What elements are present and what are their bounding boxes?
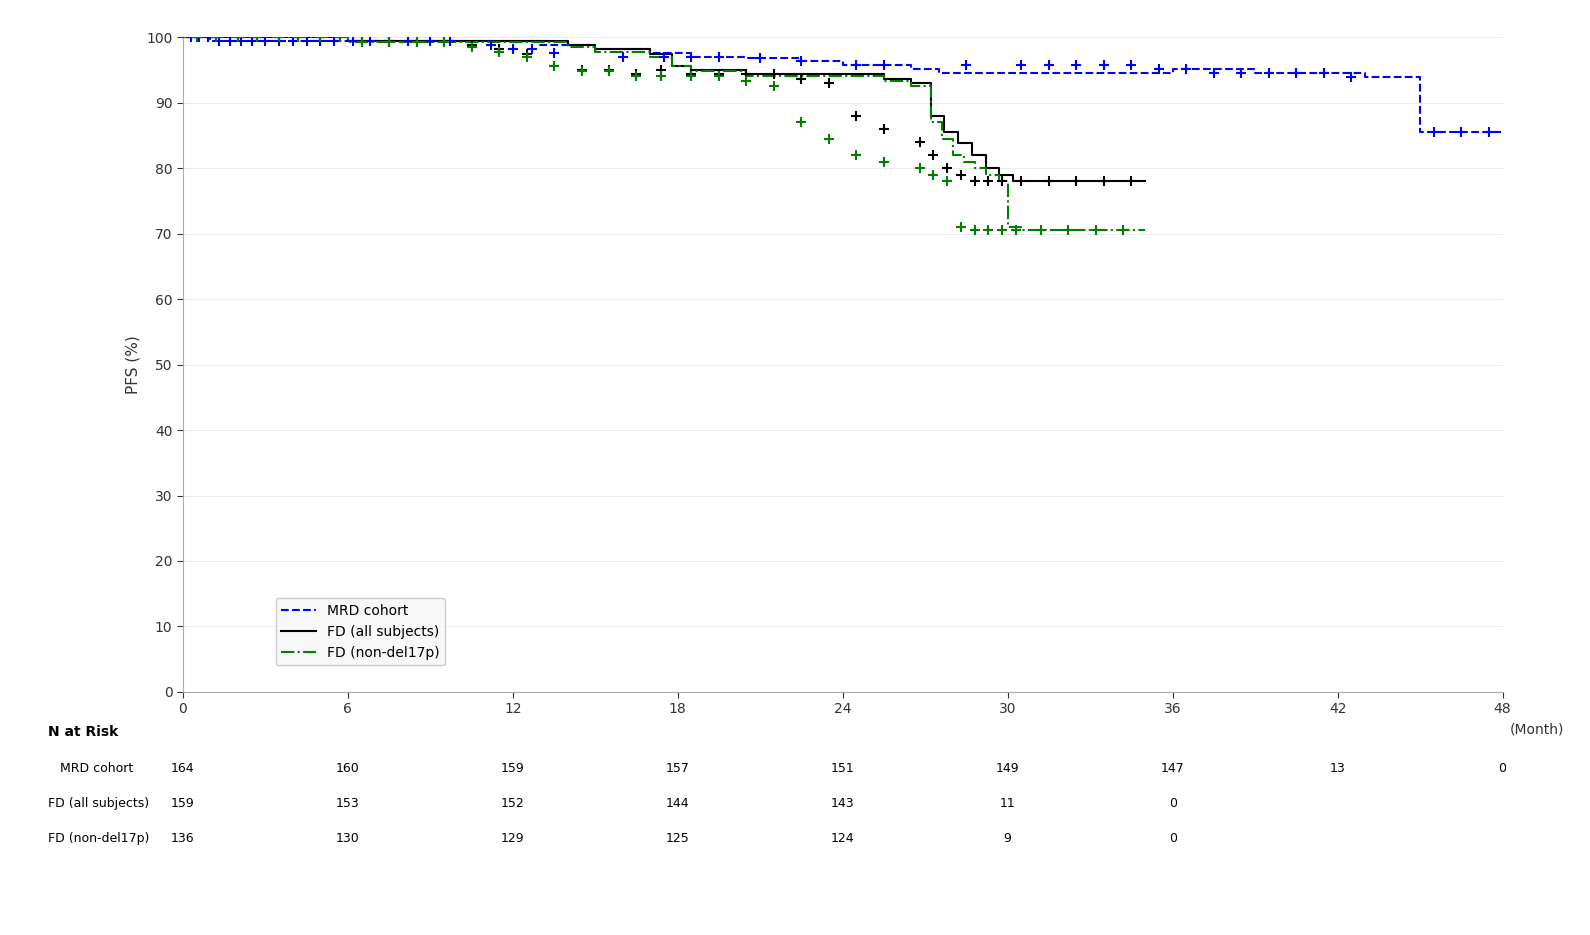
Text: 144: 144 <box>666 797 690 810</box>
Text: 151: 151 <box>832 762 854 775</box>
Text: (Month): (Month) <box>1509 723 1565 737</box>
Text: 160: 160 <box>335 762 359 775</box>
Text: 13: 13 <box>1329 762 1345 775</box>
Text: 159: 159 <box>172 797 194 810</box>
Text: 9: 9 <box>1003 832 1011 845</box>
Text: 0: 0 <box>1169 832 1177 845</box>
Text: 153: 153 <box>335 797 359 810</box>
Text: FD (non-del17p): FD (non-del17p) <box>48 832 149 845</box>
Text: 130: 130 <box>335 832 359 845</box>
Y-axis label: PFS (%): PFS (%) <box>126 336 140 394</box>
Text: 147: 147 <box>1161 762 1185 775</box>
Text: 11: 11 <box>1000 797 1016 810</box>
Text: 164: 164 <box>172 762 194 775</box>
Text: 124: 124 <box>832 832 854 845</box>
Text: 157: 157 <box>666 762 690 775</box>
Text: 159: 159 <box>501 762 525 775</box>
Text: MRD cohort: MRD cohort <box>48 762 134 775</box>
Text: 129: 129 <box>501 832 525 845</box>
Legend: MRD cohort, FD (all subjects), FD (non-del17p): MRD cohort, FD (all subjects), FD (non-d… <box>275 598 445 666</box>
Text: N at Risk: N at Risk <box>48 725 118 739</box>
Text: 149: 149 <box>995 762 1019 775</box>
Text: 0: 0 <box>1498 762 1507 775</box>
Text: 0: 0 <box>1169 797 1177 810</box>
Text: 152: 152 <box>501 797 525 810</box>
Text: 136: 136 <box>172 832 194 845</box>
Text: 143: 143 <box>832 797 854 810</box>
Text: 125: 125 <box>666 832 690 845</box>
Text: FD (all subjects): FD (all subjects) <box>48 797 149 810</box>
